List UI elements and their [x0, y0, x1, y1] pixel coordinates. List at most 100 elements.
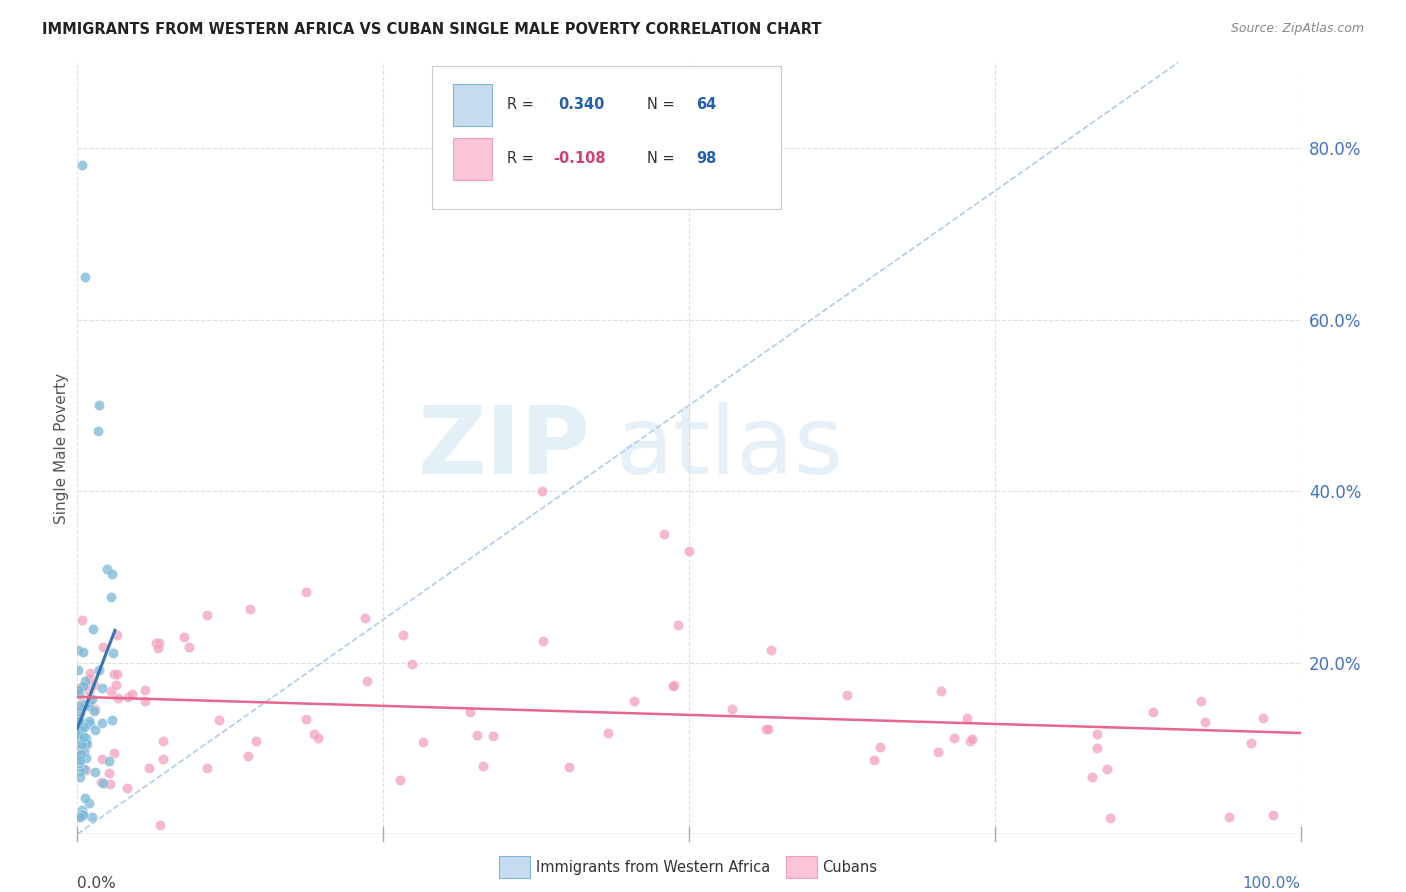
Point [236, 748, 259, 763]
Point [756, 723, 779, 737]
Point [69, 770, 91, 784]
Point [73, 698, 96, 712]
Point [84, 764, 107, 779]
Point [91, 640, 114, 654]
Point [666, 617, 689, 632]
Point [837, 688, 859, 702]
Point [69, 706, 91, 721]
Point [87, 424, 110, 438]
Point [75, 269, 97, 284]
Point [1189, 693, 1212, 707]
Point [146, 640, 169, 655]
Point [472, 759, 495, 773]
Point [70, 158, 93, 172]
Point [77, 671, 100, 685]
Point [678, 544, 700, 558]
Point [98, 765, 121, 780]
Point [558, 759, 581, 773]
Point [307, 731, 329, 745]
Point [73, 678, 96, 692]
Point [75, 763, 97, 777]
Point [96, 562, 118, 576]
Point [869, 740, 891, 755]
Point [82, 622, 104, 636]
Point [89, 663, 111, 677]
Point [662, 678, 685, 692]
Point [104, 678, 127, 692]
Point [89, 398, 111, 412]
Point [100, 684, 122, 698]
Point [412, 735, 434, 749]
Point [67, 714, 90, 728]
Point [117, 780, 139, 795]
Point [70, 737, 93, 751]
Bar [453, 137, 492, 180]
Text: IMMIGRANTS FROM WESTERN AFRICA VS CUBAN SINGLE MALE POVERTY CORRELATION CHART: IMMIGRANTS FROM WESTERN AFRICA VS CUBAN … [42, 22, 821, 37]
Point [208, 713, 231, 727]
Point [100, 591, 122, 605]
Point [623, 693, 645, 707]
Point [1142, 705, 1164, 719]
Point [83, 678, 105, 692]
Point [959, 733, 981, 747]
Point [295, 712, 318, 726]
Point [77, 797, 100, 811]
Point [101, 713, 124, 727]
Point [105, 666, 128, 681]
Text: 100.0%: 100.0% [1243, 877, 1301, 891]
Point [239, 602, 262, 616]
Point [73, 791, 96, 805]
Point [1253, 711, 1275, 725]
Point [69, 747, 91, 762]
Point [66, 663, 89, 677]
Point [662, 679, 685, 693]
Point [245, 733, 267, 747]
Point [67, 643, 90, 657]
Point [79, 666, 101, 681]
Point [91, 716, 114, 731]
Point [295, 585, 318, 599]
Point [134, 682, 156, 697]
Point [465, 728, 488, 742]
Point [927, 745, 949, 759]
Point [354, 611, 377, 625]
Point [67, 715, 90, 730]
Point [91, 775, 114, 789]
Point [73, 720, 96, 734]
Point [596, 725, 619, 739]
Point [179, 640, 201, 654]
Point [152, 751, 174, 765]
Point [195, 761, 218, 775]
Point [134, 694, 156, 708]
Point [73, 762, 96, 776]
Point [107, 691, 129, 706]
Point [90, 681, 112, 696]
Point [654, 527, 676, 541]
Y-axis label: Single Male Poverty: Single Male Poverty [53, 373, 69, 524]
Point [70, 696, 93, 710]
Point [67, 731, 90, 746]
Point [91, 752, 114, 766]
Point [69, 753, 91, 767]
Point [1081, 770, 1104, 784]
Point [67, 711, 90, 725]
Point [100, 566, 122, 581]
Point [531, 484, 554, 499]
Point [67, 738, 90, 752]
Point [67, 681, 90, 695]
Point [138, 761, 160, 775]
Point [117, 690, 139, 704]
Text: atlas: atlas [616, 402, 844, 494]
Point [72, 613, 94, 627]
Text: 0.340: 0.340 [558, 97, 605, 112]
Point [80, 810, 103, 824]
Point [1240, 736, 1263, 750]
Point [80, 692, 103, 706]
Point [173, 630, 195, 644]
Point [79, 714, 101, 728]
Point [943, 731, 966, 745]
Point [97, 754, 120, 768]
Text: 64: 64 [696, 97, 717, 112]
Point [195, 608, 218, 623]
Point [69, 743, 91, 757]
